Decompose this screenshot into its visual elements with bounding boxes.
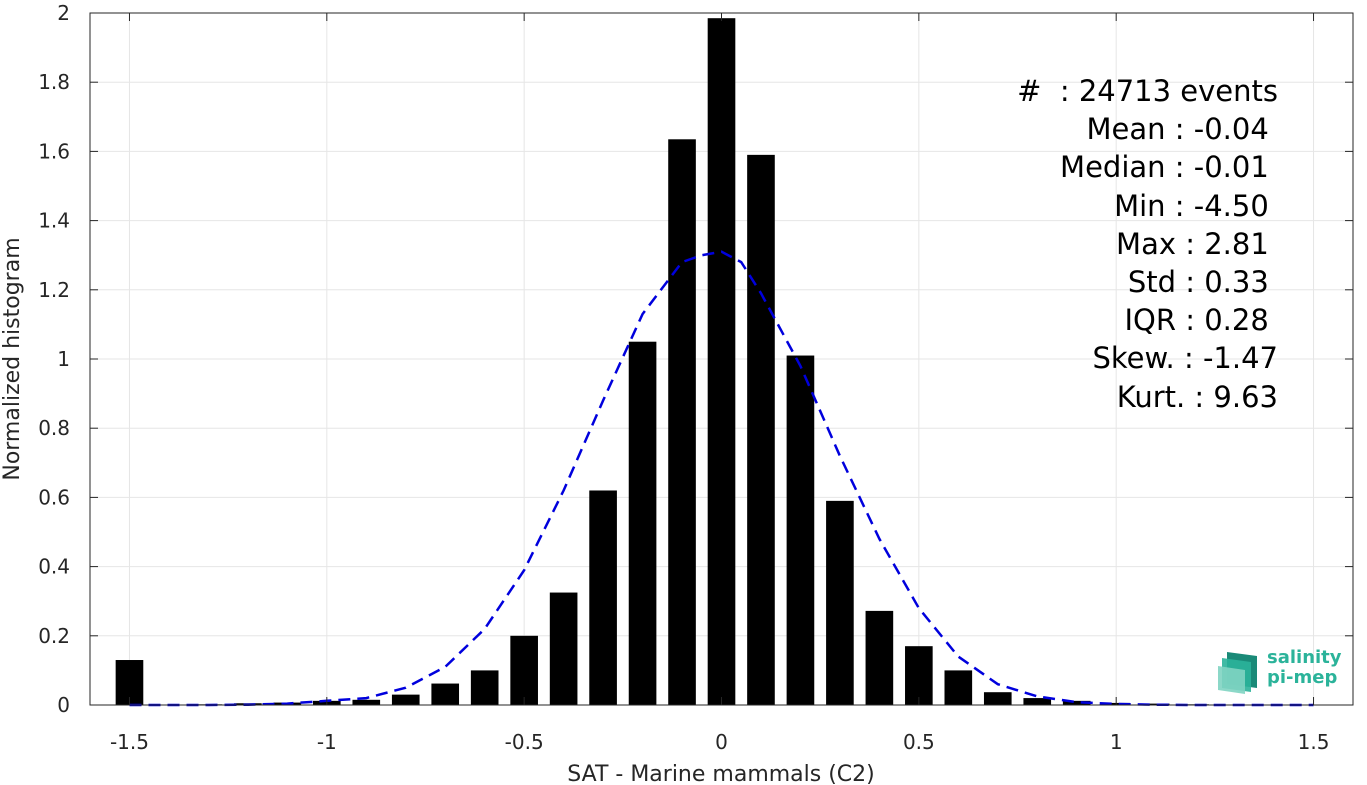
y-tick-label: 0 xyxy=(57,693,70,717)
x-axis-label: SAT - Marine mammals (C2) xyxy=(567,762,875,785)
histogram-bar xyxy=(628,341,657,705)
histogram-bar xyxy=(944,670,973,705)
y-tick-label: 0.8 xyxy=(38,416,70,440)
histogram-bar xyxy=(707,18,736,705)
x-tick-label: 0.5 xyxy=(903,730,935,754)
histogram-bar xyxy=(470,670,499,705)
histogram-bar xyxy=(1023,698,1052,705)
histogram-bar xyxy=(1062,700,1091,705)
y-tick-label: 1.8 xyxy=(38,70,70,94)
logo-line-2: pi-mep xyxy=(1267,667,1338,688)
y-tick-label: 1.6 xyxy=(38,139,70,163)
y-tick-label: 0.2 xyxy=(38,624,70,648)
histogram-bar xyxy=(352,699,381,705)
histogram-bar xyxy=(747,154,775,706)
x-tick-label: 0 xyxy=(715,730,728,754)
histogram-bar xyxy=(786,355,815,705)
y-tick-label: 2 xyxy=(57,1,70,25)
y-tick-label: 0.6 xyxy=(38,485,70,509)
histogram-bar xyxy=(668,139,696,706)
stat-min: Min : -4.50 xyxy=(1114,188,1278,223)
x-tick-label: -1 xyxy=(317,730,337,754)
salinity-pimep-logo: salinity pi-mep xyxy=(1217,648,1345,694)
x-tick-label: -0.5 xyxy=(505,730,544,754)
y-tick-label: 0.4 xyxy=(38,555,70,579)
stat-max: Max : 2.81 xyxy=(1116,226,1278,261)
logo-mark-icon xyxy=(1218,652,1257,694)
x-tick-label: 1.5 xyxy=(1298,730,1330,754)
histogram-bar xyxy=(431,683,460,705)
x-tick-label: 1 xyxy=(1110,730,1123,754)
stat-events: # : 24713 events xyxy=(1017,74,1278,108)
histogram-bar xyxy=(391,694,420,705)
stat-kurt: Kurt. : 9.63 xyxy=(1116,379,1278,414)
histogram-bar xyxy=(826,500,854,705)
histogram-bar xyxy=(905,646,933,705)
y-tick-label: 1.4 xyxy=(38,209,70,233)
x-axis-ticks: -1.5 -1 -0.5 0 0.5 1 1.5 xyxy=(110,13,1329,754)
histogram-bar xyxy=(549,592,578,705)
statistics-annotation: # : 24713 events Mean : -0.04 Median : -… xyxy=(1017,72,1278,416)
stat-median: Median : -0.01 xyxy=(1060,150,1278,185)
y-axis-ticks: 0 0.2 0.4 0.6 0.8 1 1.2 1.4 1.6 1.8 2 xyxy=(38,1,1353,717)
gaussian-fit-curve xyxy=(129,250,1314,707)
histogram-bars xyxy=(115,18,1328,706)
y-axis-label: Normalized histogram xyxy=(0,237,25,480)
stat-iqr: IQR : 0.28 xyxy=(1124,303,1278,338)
y-tick-label: 1.2 xyxy=(38,278,70,302)
stat-mean: Mean : -0.04 xyxy=(1086,112,1278,147)
stat-std: Std : 0.33 xyxy=(1127,265,1278,300)
histogram-bar xyxy=(510,635,538,705)
histogram-bar xyxy=(1141,703,1170,705)
y-tick-label: 1 xyxy=(57,347,70,371)
x-tick-label: -1.5 xyxy=(110,730,149,754)
logo-line-1: salinity xyxy=(1267,647,1342,668)
histogram-bar xyxy=(983,692,1012,705)
stat-skew: Skew. : -1.47 xyxy=(1092,341,1278,376)
histogram-bar xyxy=(865,610,894,705)
logo-text: salinity pi-mep xyxy=(1267,648,1342,688)
histogram-bar xyxy=(589,490,617,705)
